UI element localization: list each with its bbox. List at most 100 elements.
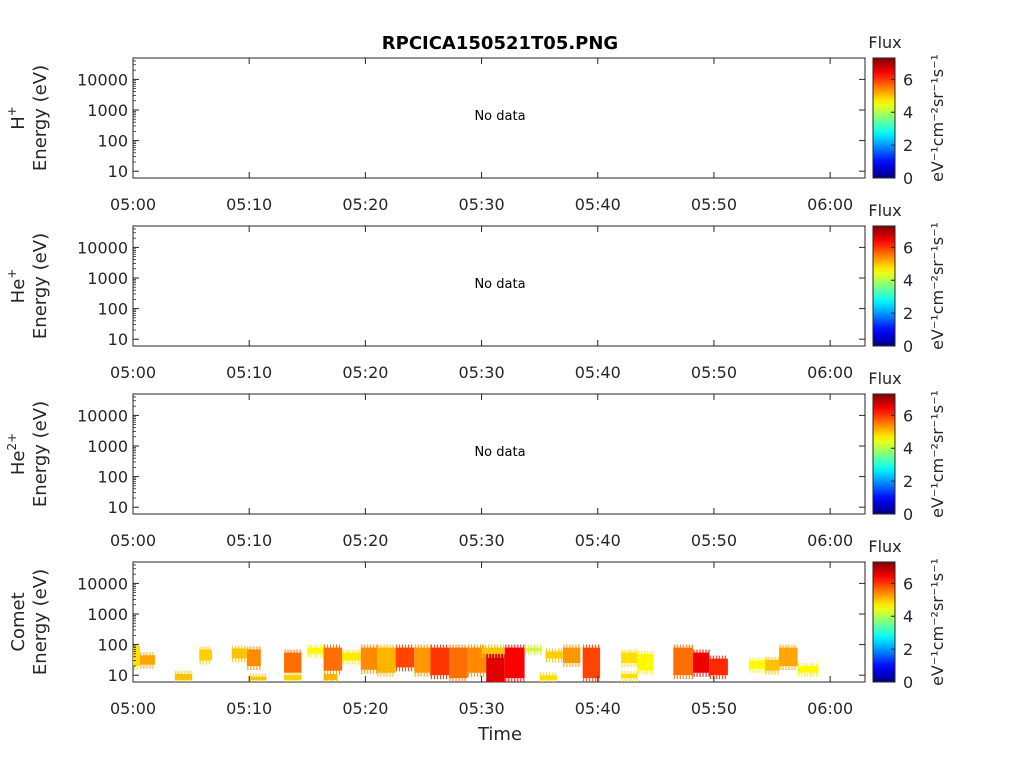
x-tick-label: 05:30 — [459, 195, 505, 214]
y-axis-units-label: Energy (eV) — [30, 233, 51, 339]
plot-area — [132, 393, 866, 515]
flux-block — [524, 647, 542, 652]
y-axis-species-label: He2+ — [5, 433, 29, 475]
flux-block — [323, 647, 343, 671]
colorbar-tick-label: 2 — [903, 304, 913, 323]
colorbar-title: Flux — [868, 33, 901, 52]
colorbar — [872, 561, 896, 683]
colorbar-units: eV⁻¹cm⁻²sr⁻¹s⁻¹ — [928, 54, 947, 182]
flux-block — [323, 673, 338, 680]
plot-area — [132, 225, 866, 347]
flux-block — [249, 676, 267, 680]
y-tick-label: 10 — [108, 162, 128, 181]
no-data-label: No data — [474, 277, 525, 292]
x-tick-label: 05:50 — [691, 363, 737, 382]
y-tick-label: 10000 — [77, 238, 128, 257]
flux-block — [765, 659, 780, 671]
flux-block — [481, 647, 505, 654]
flux-block — [467, 647, 487, 673]
flux-block — [395, 647, 415, 668]
panel-2: No data 10 100 1000 10000 05:00 05:10 05:20 05:3… — [5, 201, 947, 382]
x-tick-label: 06:00 — [807, 363, 853, 382]
colorbar-tick-label: 0 — [903, 673, 913, 692]
colorbar-title: Flux — [868, 201, 901, 220]
colorbar-tick-label: 4 — [903, 439, 913, 458]
x-tick-label: 05:40 — [575, 699, 621, 718]
flux-block — [504, 647, 525, 679]
flux-block — [307, 647, 324, 654]
x-axis-label: Time — [477, 724, 522, 745]
y-axis-species-label: Comet — [8, 592, 29, 651]
y-tick-label: 100 — [97, 132, 128, 151]
x-tick-label: 05:30 — [459, 699, 505, 718]
y-tick-label: 10000 — [77, 406, 128, 425]
x-tick-label: 05:20 — [342, 195, 388, 214]
y-axis-units-label: Energy (eV) — [30, 65, 51, 171]
flux-block — [199, 649, 213, 661]
flux-block — [449, 647, 468, 679]
x-tick-label: 05:20 — [342, 531, 388, 550]
colorbar-tick-label: 6 — [903, 406, 913, 425]
x-tick-label: 05:20 — [342, 699, 388, 718]
x-tick-label: 05:00 — [110, 699, 156, 718]
y-tick-label: 10 — [108, 498, 128, 517]
colorbar-tick-label: 4 — [903, 271, 913, 290]
colorbar — [872, 393, 896, 515]
panel-4: 10 100 1000 10000 05:00 05:10 05:20 05:30 05:40 0… — [8, 537, 947, 718]
no-data-label: No data — [474, 109, 525, 124]
x-tick-label: 05:50 — [691, 195, 737, 214]
flux-block — [797, 665, 819, 673]
flux-block — [246, 649, 261, 666]
plot-area — [132, 57, 866, 179]
flux-block — [545, 651, 563, 659]
x-tick-label: 05:00 — [110, 195, 156, 214]
flux-block — [377, 647, 396, 673]
flux-block — [139, 655, 156, 665]
x-tick-label: 05:40 — [575, 531, 621, 550]
colorbar-tick-label: 2 — [903, 472, 913, 491]
flux-block — [637, 653, 654, 671]
x-tick-label: 05:10 — [226, 699, 272, 718]
y-tick-label: 100 — [97, 636, 128, 655]
x-tick-label: 05:30 — [459, 363, 505, 382]
colorbar-units: eV⁻¹cm⁻²sr⁻¹s⁻¹ — [928, 222, 947, 350]
x-tick-label: 05:10 — [226, 363, 272, 382]
colorbar-tick-label: 6 — [903, 70, 913, 89]
y-tick-label: 10 — [108, 666, 128, 685]
colorbar-units: eV⁻¹cm⁻²sr⁻¹s⁻¹ — [928, 558, 947, 686]
panel-3: No data 10 100 1000 10000 05:00 05:10 05:20 05:3… — [5, 369, 947, 550]
flux-block — [748, 660, 766, 669]
y-tick-label: 1000 — [87, 101, 128, 120]
flux-block — [709, 658, 728, 676]
flux-block — [621, 673, 638, 679]
colorbar-tick-label: 0 — [903, 337, 913, 356]
flux-block — [414, 647, 431, 673]
colorbar-title: Flux — [868, 537, 901, 556]
y-tick-label: 1000 — [87, 437, 128, 456]
x-tick-label: 05:40 — [575, 363, 621, 382]
x-tick-label: 06:00 — [807, 195, 853, 214]
y-tick-label: 1000 — [87, 269, 128, 288]
colorbar-title: Flux — [868, 369, 901, 388]
panel-1: No data 10 100 1000 10000 05:00 05:10 05:20 05:3… — [5, 33, 947, 214]
colorbar-tick-label: 6 — [903, 574, 913, 593]
y-tick-label: 100 — [97, 468, 128, 487]
x-tick-label: 05:00 — [110, 363, 156, 382]
x-tick-label: 06:00 — [807, 699, 853, 718]
y-axis-units-label: Energy (eV) — [30, 569, 51, 675]
flux-block — [693, 652, 710, 673]
colorbar — [872, 57, 896, 179]
y-tick-label: 10000 — [77, 70, 128, 89]
flux-block — [582, 647, 601, 679]
colorbar-tick-label: 4 — [903, 103, 913, 122]
flux-block — [430, 647, 450, 676]
y-tick-label: 1000 — [87, 605, 128, 624]
spectrogram — [133, 643, 819, 682]
x-tick-label: 05:10 — [226, 531, 272, 550]
colorbar-tick-label: 2 — [903, 136, 913, 155]
flux-block — [231, 648, 247, 659]
colorbar-tick-label: 0 — [903, 169, 913, 188]
colorbar-units: eV⁻¹cm⁻²sr⁻¹s⁻¹ — [928, 390, 947, 518]
